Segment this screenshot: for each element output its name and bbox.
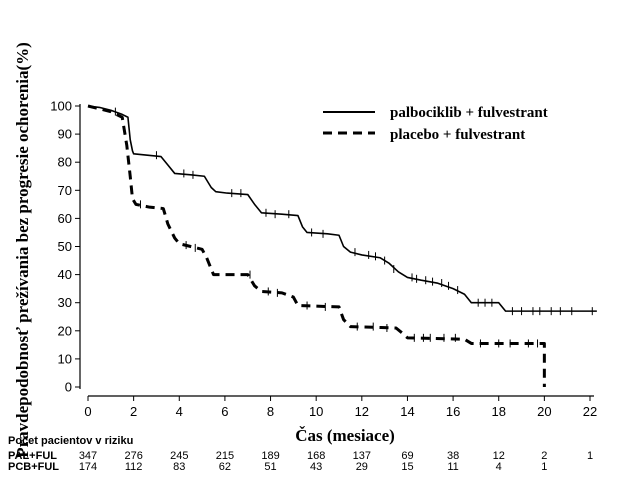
legend: palbociklib + fulvestrant placebo + fulv… — [323, 105, 548, 143]
risk-value-pal: 245 — [170, 450, 188, 462]
risk-value-pcb: 83 — [173, 461, 185, 473]
y-tick-label: 100 — [50, 99, 72, 114]
risk-value-pcb: 174 — [79, 461, 97, 473]
y-tick-labels: 0 10 20 30 40 50 60 70 80 90 100 — [50, 99, 80, 395]
risk-value-pcb: 112 — [125, 461, 143, 473]
risk-value-pcb: 15 — [401, 461, 413, 473]
legend-label-placebo: placebo + fulvestrant — [390, 127, 525, 143]
x-tick-label: 6 — [221, 404, 228, 419]
risk-value-pal: 276 — [124, 450, 142, 462]
y-tick-label: 90 — [58, 127, 72, 142]
risk-value-pal: 168 — [307, 450, 325, 462]
y-axis-title: Pravdepodobnosť prežívania bez progresie… — [13, 42, 32, 458]
y-tick-label: 10 — [58, 351, 72, 366]
x-tick-label: 0 — [84, 404, 91, 419]
risk-value-pcb: 62 — [219, 461, 231, 473]
risk-value-pal: 189 — [261, 450, 279, 462]
risk-value-pal: 2 — [541, 450, 547, 462]
y-tick-label: 80 — [58, 155, 72, 170]
risk-value-pal: 1 — [587, 450, 593, 462]
x-tick-label: 18 — [491, 404, 505, 419]
risk-row-label-pcb: PCB+FUL — [8, 461, 59, 473]
x-tick-label: 4 — [176, 404, 183, 419]
series-line-placebo — [87, 104, 546, 387]
risk-row-label-pal: PAL+FUL — [8, 450, 57, 462]
y-tick-label: 60 — [58, 211, 72, 226]
x-tick-label: 20 — [537, 404, 551, 419]
risk-value-pal: 69 — [401, 450, 413, 462]
x-tick-label: 10 — [309, 404, 323, 419]
risk-value-pal: 215 — [216, 450, 234, 462]
risk-value-pcb: 11 — [447, 461, 458, 473]
risk-value-pcb: 43 — [310, 461, 322, 473]
risk-value-pcb: 4 — [496, 461, 502, 473]
x-tick-label: 2 — [130, 404, 137, 419]
x-tick-label: 8 — [267, 404, 274, 419]
y-tick-label: 30 — [58, 295, 72, 310]
x-axis-title: Čas (mesiace) — [295, 426, 395, 445]
y-tick-label: 0 — [65, 380, 72, 395]
censor-marks — [114, 107, 593, 348]
risk-value-pcb: 29 — [356, 461, 368, 473]
legend-label-palbociklib: palbociklib + fulvestrant — [390, 105, 548, 121]
x-tick-labels: 0 2 4 6 8 10 12 14 16 18 20 22 — [84, 396, 597, 419]
y-tick-label: 40 — [58, 267, 72, 282]
x-tick-label: 14 — [400, 404, 414, 419]
x-tick-label: 22 — [583, 404, 597, 419]
risk-value-pal: 12 — [493, 450, 505, 462]
y-tick-label: 70 — [58, 183, 72, 198]
x-tick-label: 12 — [355, 404, 369, 419]
series-line-palbociklib — [87, 105, 597, 312]
risk-table-title: Počet pacientov v riziku — [8, 435, 133, 447]
risk-value-pal: 347 — [79, 450, 97, 462]
risk-value-pcb: 51 — [264, 461, 276, 473]
y-tick-label: 20 — [58, 323, 72, 338]
y-tick-label: 50 — [58, 239, 72, 254]
risk-value-pal: 137 — [353, 450, 371, 462]
series-layer — [87, 104, 597, 387]
risk-value-pcb: 1 — [541, 461, 547, 473]
axes — [79, 104, 594, 397]
x-tick-label: 16 — [446, 404, 460, 419]
risk-value-pal: 38 — [447, 450, 459, 462]
